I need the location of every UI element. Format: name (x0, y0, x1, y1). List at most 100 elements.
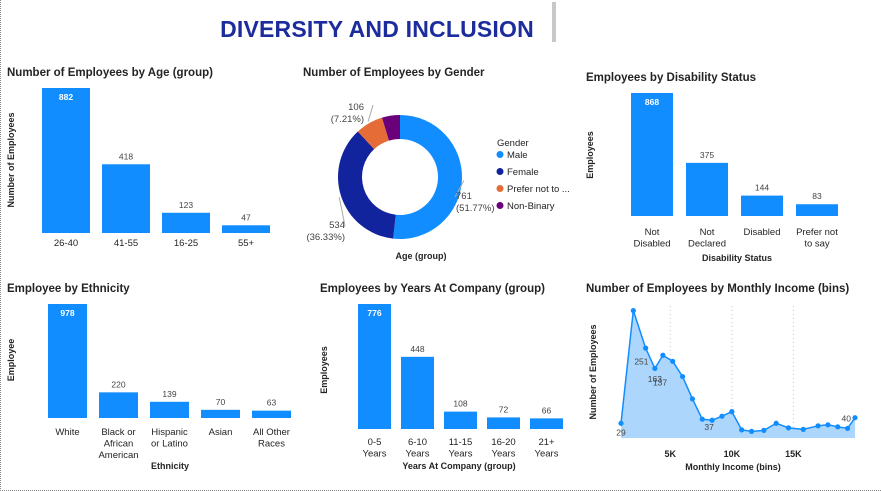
chart-age: Number of Employees by Age (group) Age (g… (6, 67, 447, 261)
data-point[interactable] (761, 427, 767, 433)
bar[interactable] (162, 212, 210, 233)
title-divider (552, 2, 556, 42)
data-point[interactable] (719, 413, 725, 419)
legend-item[interactable]: Prefer not to ... (507, 184, 570, 195)
bar[interactable] (48, 304, 87, 418)
point-label: 40 (842, 414, 852, 424)
x-tick-label: 10K (724, 449, 741, 459)
bar[interactable] (401, 356, 434, 429)
chart-title: Employees by Years At Company (group) (320, 283, 545, 295)
x-axis-label: Disability Status (702, 253, 772, 263)
data-point[interactable] (852, 415, 858, 421)
point-label: 29 (616, 427, 626, 437)
data-point[interactable] (679, 373, 686, 380)
bar[interactable] (444, 411, 477, 429)
bar[interactable] (686, 162, 728, 216)
chart-title: Number of Employees by Monthly Income (b… (586, 283, 849, 295)
data-label: 139 (162, 389, 176, 399)
category-label: 55+ (238, 238, 255, 249)
data-label: 220 (111, 379, 125, 389)
donut-slice[interactable] (393, 115, 463, 239)
data-point[interactable] (835, 424, 841, 430)
legend-item[interactable]: Non-Binary (507, 201, 555, 212)
legend-item[interactable]: Female (507, 167, 539, 178)
bar[interactable] (530, 418, 563, 429)
category-label: 26-40 (54, 238, 78, 249)
bar[interactable] (631, 93, 673, 216)
slice-value-label: 534 (329, 220, 345, 231)
legend-marker (496, 185, 504, 192)
legend-marker (496, 151, 504, 158)
data-point[interactable] (689, 396, 696, 402)
category-label: 11-15 Years (449, 437, 473, 460)
bar[interactable] (102, 164, 150, 233)
data-label: 978 (60, 308, 74, 318)
bar[interactable] (42, 88, 90, 233)
category-label: 41-55 (114, 238, 138, 249)
data-point[interactable] (670, 358, 676, 364)
category-label: 21+ Years (535, 437, 559, 460)
leader-line (454, 180, 465, 198)
data-point[interactable] (729, 409, 735, 415)
chart-title: Employees by Disability Status (586, 72, 756, 84)
point-label: 137 (653, 377, 667, 387)
slice-percent-label: (7.21%) (331, 114, 364, 125)
leader-line (338, 196, 346, 227)
bar[interactable] (252, 410, 291, 418)
legend-item[interactable]: Male (507, 150, 528, 161)
bar[interactable] (358, 304, 391, 429)
data-point[interactable] (815, 423, 821, 429)
data-point[interactable] (699, 416, 705, 422)
bar[interactable] (201, 409, 240, 418)
category-label: Black or African American (98, 427, 138, 461)
data-point[interactable] (825, 422, 831, 428)
data-label: 418 (119, 151, 133, 161)
data-point[interactable] (773, 420, 779, 426)
donut-slice[interactable] (357, 117, 389, 150)
data-point[interactable] (652, 365, 658, 372)
data-label: 66 (542, 405, 552, 415)
data-point[interactable] (709, 417, 715, 423)
bar[interactable] (150, 401, 189, 418)
data-point[interactable] (800, 426, 806, 432)
category-label: Not Declared (688, 227, 726, 250)
bar[interactable] (99, 392, 138, 418)
bar[interactable] (222, 225, 270, 233)
slice-value-label: 761 (456, 191, 472, 202)
donut-slice[interactable] (338, 131, 396, 239)
category-label: 16-25 (174, 238, 198, 249)
data-point[interactable] (660, 352, 666, 358)
chart-income: Number of Employees by Monthly Income (b… (586, 283, 858, 472)
chart-gender: Number of Employees by Gender 761(51.77%)… (303, 67, 570, 243)
data-point[interactable] (748, 428, 755, 434)
x-tick-label: 15K (785, 449, 802, 459)
data-point[interactable] (643, 345, 649, 351)
chart-ethnicity: Employee by Ethnicity Ethnicity Employee 97… (6, 283, 291, 471)
bar[interactable] (487, 417, 520, 429)
y-axis-label: Employees (319, 346, 329, 394)
data-point[interactable] (618, 420, 624, 426)
slice-percent-label: (36.33%) (306, 232, 345, 243)
legend-marker (496, 168, 504, 175)
bar[interactable] (796, 204, 838, 216)
category-label: Prefer not to say (796, 227, 838, 250)
y-axis-label: Employee (6, 339, 16, 382)
data-point[interactable] (785, 425, 792, 431)
bar[interactable] (741, 195, 783, 216)
data-label: 63 (267, 398, 277, 408)
chart-title: Number of Employees by Age (group) (7, 67, 213, 79)
donut-slice[interactable] (381, 115, 400, 141)
data-label: 882 (59, 92, 73, 102)
page-title: DIVERSITY AND INCLUSION (220, 16, 534, 42)
category-label: Asian (209, 427, 233, 438)
point-label: 163 (648, 374, 662, 384)
data-point[interactable] (739, 427, 745, 433)
data-point[interactable] (845, 425, 851, 431)
data-point[interactable] (630, 307, 636, 314)
category-label: Disabled (744, 227, 781, 238)
data-label: 70 (216, 397, 226, 407)
category-label: Hispanic or Latino (151, 427, 188, 450)
y-axis-label: Number of Employees (588, 324, 598, 419)
x-axis-label: Years At Company (group) (402, 461, 515, 471)
